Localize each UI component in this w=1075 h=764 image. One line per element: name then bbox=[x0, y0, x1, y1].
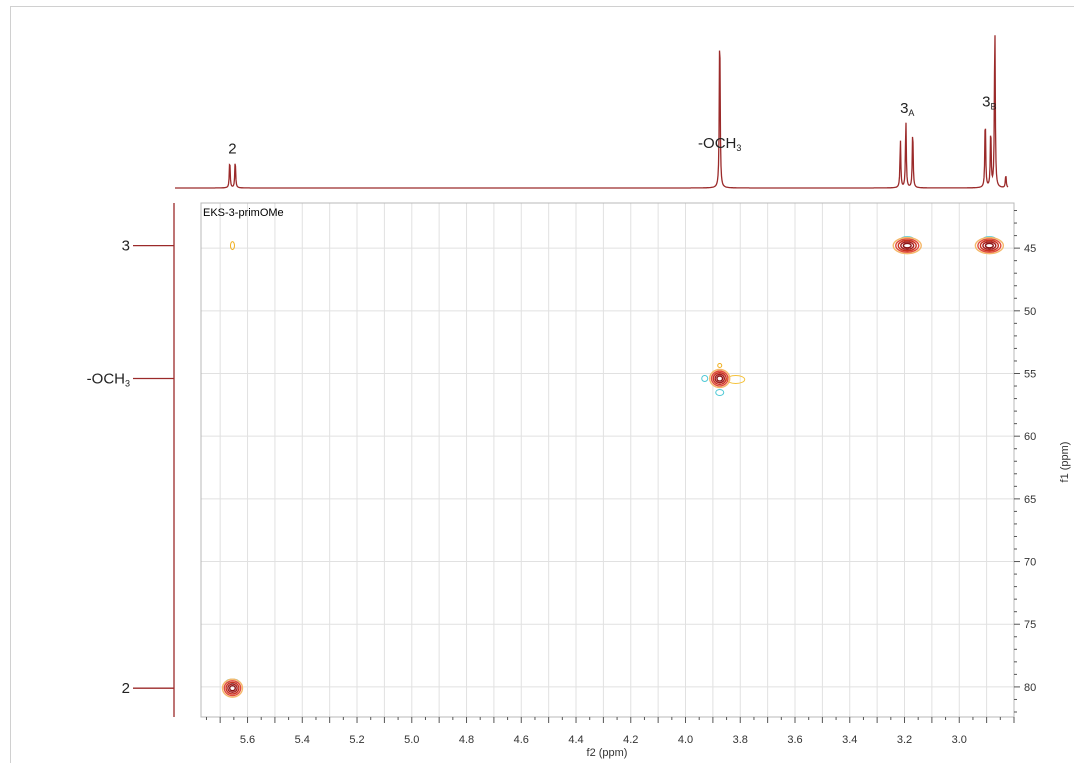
x-tick-label: 3.2 bbox=[897, 734, 912, 746]
carbon-peak-label: 2 bbox=[122, 680, 130, 697]
contour-ring bbox=[709, 368, 731, 389]
proton-peak-label: 3A bbox=[900, 100, 914, 118]
contour-outer-cyan bbox=[715, 389, 725, 397]
cross-peaks bbox=[221, 236, 1005, 698]
contour-ring bbox=[977, 238, 1002, 253]
carbon-peak-label-main: 3 bbox=[122, 238, 130, 255]
x-axis: 5.6 5.4 5.2 5.0 4.8 4.6 4.4 4.2 4.0 3.8 3.6 3.4 3.2 3… bbox=[205, 717, 1015, 746]
proton-spectrum-trace bbox=[175, 35, 1009, 189]
proton-peak-label-main: 3 bbox=[900, 100, 908, 117]
carbon-peak-label-main: -OCH bbox=[87, 371, 125, 388]
x-tick-label: 4.6 bbox=[514, 734, 529, 746]
x-tick-label: 5.0 bbox=[404, 734, 419, 746]
y-tick-label: 65 bbox=[1024, 494, 1036, 506]
cross-peak bbox=[892, 236, 922, 255]
y-tick-label: 60 bbox=[1024, 431, 1036, 443]
y-tick-label: 50 bbox=[1024, 306, 1036, 318]
contour-ring bbox=[974, 236, 1005, 255]
dataset-label: EKS-3-primOMe bbox=[203, 207, 284, 219]
cross-peak bbox=[221, 678, 244, 698]
y-tick-label: 70 bbox=[1024, 557, 1036, 569]
plot-border bbox=[200, 202, 1015, 718]
x-tick-label: 5.2 bbox=[349, 734, 364, 746]
proton-peak-label-subscript: B bbox=[991, 101, 997, 111]
contour-ring bbox=[900, 241, 915, 251]
cross-peak bbox=[974, 236, 1005, 255]
x-tick-label: 5.6 bbox=[240, 734, 255, 746]
x-tick-label: 4.4 bbox=[568, 734, 583, 746]
proton-peak-label: 2 bbox=[228, 140, 236, 157]
contour-ring bbox=[225, 681, 240, 695]
x-tick-label: 3.4 bbox=[842, 734, 857, 746]
contour-ring bbox=[716, 375, 724, 382]
contour-outer-yellow bbox=[717, 363, 723, 369]
carbon-peak-label-subscript: 3 bbox=[125, 379, 130, 389]
contour-ring bbox=[897, 239, 917, 252]
contour-outer-cyan bbox=[701, 375, 709, 383]
y-tick-label: 45 bbox=[1024, 243, 1036, 255]
contour-ring bbox=[227, 683, 238, 694]
carbon-peak-label-main: 2 bbox=[122, 680, 130, 697]
spectrum-frame bbox=[10, 6, 1074, 763]
contour-ring bbox=[228, 684, 236, 692]
contour-ring bbox=[223, 680, 242, 697]
y-tick-label: 55 bbox=[1024, 368, 1036, 380]
contour-ring bbox=[712, 372, 727, 385]
contour-ring bbox=[714, 373, 726, 384]
x-tick-label: 5.4 bbox=[295, 734, 310, 746]
carbon-peak-label: -OCH3 bbox=[87, 371, 130, 389]
contour-ring bbox=[979, 239, 1000, 252]
y-tick-label: 80 bbox=[1024, 682, 1036, 694]
cross-peak bbox=[229, 241, 235, 251]
contour-ring bbox=[221, 678, 244, 698]
proton-peak-label-main: 3 bbox=[982, 93, 990, 110]
x-tick-label: 3.6 bbox=[787, 734, 802, 746]
contour-ring bbox=[902, 242, 912, 249]
y-tick-label: 75 bbox=[1024, 619, 1036, 631]
contour-ring bbox=[895, 238, 920, 253]
x-tick-label: 4.2 bbox=[623, 734, 638, 746]
proton-peak-label-main: 2 bbox=[228, 140, 236, 157]
contour-ring bbox=[982, 241, 997, 251]
x-tick-label: 3.8 bbox=[733, 734, 748, 746]
y-axis-title: f1 (ppm) bbox=[1059, 442, 1071, 483]
carbon-peak-label: 3 bbox=[122, 238, 130, 255]
contour-ring bbox=[710, 370, 729, 387]
proton-peak-label-subscript: 3 bbox=[736, 143, 741, 153]
contour-weak bbox=[229, 241, 235, 251]
grid bbox=[201, 203, 1014, 717]
y-axis: 45 50 55 60 65 70 75 80 bbox=[1014, 210, 1036, 713]
contour-ring bbox=[892, 236, 922, 255]
x-tick-label: 3.0 bbox=[952, 734, 967, 746]
cross-peak bbox=[701, 363, 746, 397]
proton-peak-label: -OCH3 bbox=[698, 135, 741, 153]
proton-peak-label-main: -OCH bbox=[698, 135, 736, 152]
proton-peak-label-subscript: A bbox=[908, 108, 914, 118]
contour-ring bbox=[984, 242, 994, 249]
x-axis-title: f2 (ppm) bbox=[587, 747, 628, 759]
x-tick-label: 4.0 bbox=[678, 734, 693, 746]
x-tick-label: 4.8 bbox=[459, 734, 474, 746]
proton-peak-label: 3B bbox=[982, 93, 996, 111]
